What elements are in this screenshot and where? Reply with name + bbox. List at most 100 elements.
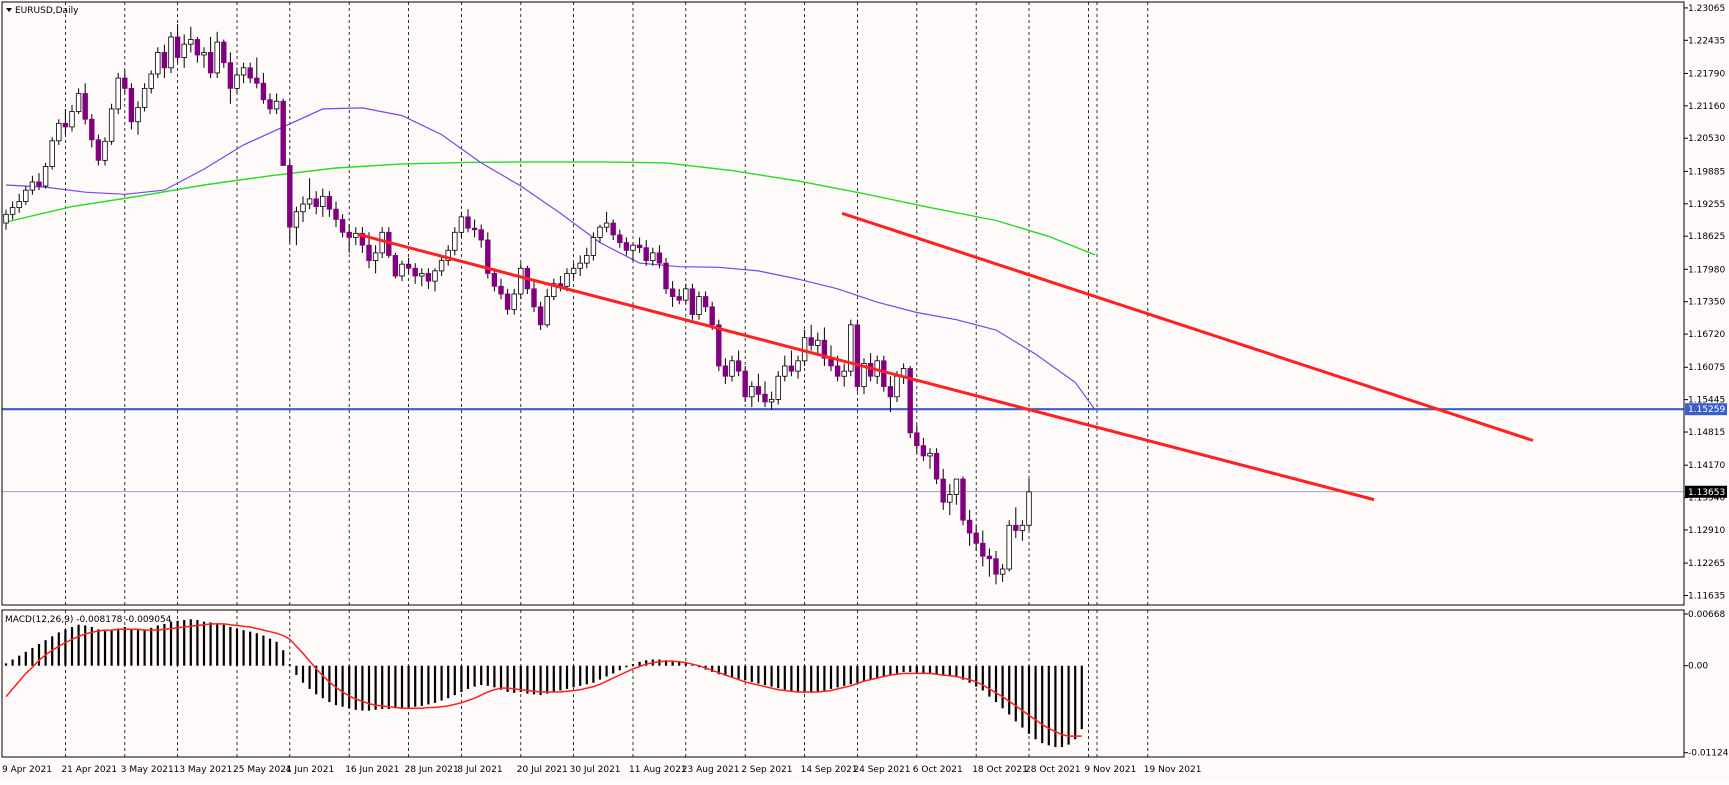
candle-body [425, 273, 432, 282]
candle-body [815, 339, 821, 346]
candle-body [405, 263, 412, 269]
candle-body [617, 234, 623, 243]
candle [306, 178, 313, 210]
x-tick-label: 6 Oct 2021 [913, 765, 963, 775]
candle [293, 206, 300, 246]
candle-body [207, 51, 214, 74]
candle-body [947, 494, 953, 503]
candle-body [920, 445, 927, 457]
candle [551, 278, 557, 301]
x-tick-label: 23 Aug 2021 [682, 765, 740, 775]
candle-body [643, 247, 649, 261]
candle [636, 237, 643, 253]
candle-body [511, 293, 517, 310]
candle [663, 258, 669, 294]
candle [1019, 520, 1026, 541]
candle [683, 283, 689, 305]
candle-body [306, 198, 313, 205]
candle [240, 62, 247, 84]
candle [504, 288, 511, 315]
candle [795, 355, 801, 379]
candle [887, 376, 894, 413]
candle-body [141, 87, 148, 108]
candle [174, 24, 181, 63]
candle [881, 355, 887, 392]
candle [762, 381, 768, 408]
candle [933, 448, 940, 485]
candle [128, 83, 135, 130]
candle-body [313, 198, 319, 207]
candle [953, 478, 960, 505]
candle-body [254, 77, 260, 84]
x-tick-label: 4 Jun 2021 [286, 765, 334, 775]
candle [194, 36, 201, 63]
dropdown-triangle-icon[interactable] [6, 8, 12, 12]
candle [49, 137, 55, 170]
candle [669, 281, 676, 307]
candle [108, 103, 115, 145]
candle [62, 108, 69, 135]
candle [788, 350, 795, 377]
candle [947, 484, 953, 516]
current-price-label: 1.13653 [1688, 488, 1725, 498]
candle-body [227, 62, 234, 89]
candle [207, 36, 214, 79]
candle-body [42, 166, 49, 187]
candle-body [696, 296, 702, 315]
candle-body [36, 181, 42, 187]
candle [597, 224, 603, 243]
candle [854, 319, 861, 392]
candle-body [960, 478, 966, 521]
candle-body [564, 273, 570, 287]
candle-body [636, 244, 643, 249]
candle-body [980, 542, 986, 557]
candle [42, 162, 49, 189]
candle-body [16, 201, 22, 209]
candle [689, 283, 696, 320]
candle-body [940, 478, 946, 503]
x-tick-label: 2 Sep 2021 [741, 765, 792, 775]
candle-body [82, 93, 88, 120]
candle-body [3, 213, 9, 224]
candle-body [656, 252, 663, 264]
candle [603, 211, 610, 233]
y-tick-label: 1.19885 [1688, 167, 1725, 177]
candle [478, 224, 484, 248]
candle-body [201, 51, 207, 56]
candle-body [29, 181, 36, 191]
x-tick-label: 11 Aug 2021 [629, 765, 687, 775]
candle-body [366, 244, 372, 261]
candle [168, 31, 174, 73]
candle [227, 52, 234, 104]
titles: EURUSD,Daily MACD(12,26,9) -0.008178 -0.… [5, 6, 172, 625]
candle-body [465, 216, 471, 229]
candle-body [273, 100, 280, 110]
trendlines [357, 211, 1534, 502]
candle [372, 245, 379, 274]
candle [630, 242, 636, 261]
candle-body [933, 452, 940, 480]
candle [412, 263, 418, 284]
candle-body [676, 296, 682, 301]
candle [320, 188, 326, 217]
candle-body [458, 216, 465, 233]
candle-body [485, 239, 491, 274]
candle [590, 232, 597, 261]
candle [531, 281, 537, 312]
y-tick-label: 1.12265 [1688, 559, 1725, 569]
candle [339, 214, 346, 238]
y-tick-label: 1.18625 [1688, 232, 1725, 242]
candle-body [531, 288, 537, 308]
candle [254, 57, 260, 89]
candle-body [966, 519, 973, 534]
candle [102, 137, 108, 166]
candle-body [584, 255, 590, 264]
candle-body [551, 283, 557, 297]
candle [841, 363, 847, 387]
candle [702, 291, 709, 312]
y-tick-label: 1.15445 [1688, 396, 1725, 406]
candle-body [432, 270, 438, 282]
fast-moving-average-line [5, 107, 1096, 411]
x-tick-label: 3 May 2021 [121, 765, 174, 775]
